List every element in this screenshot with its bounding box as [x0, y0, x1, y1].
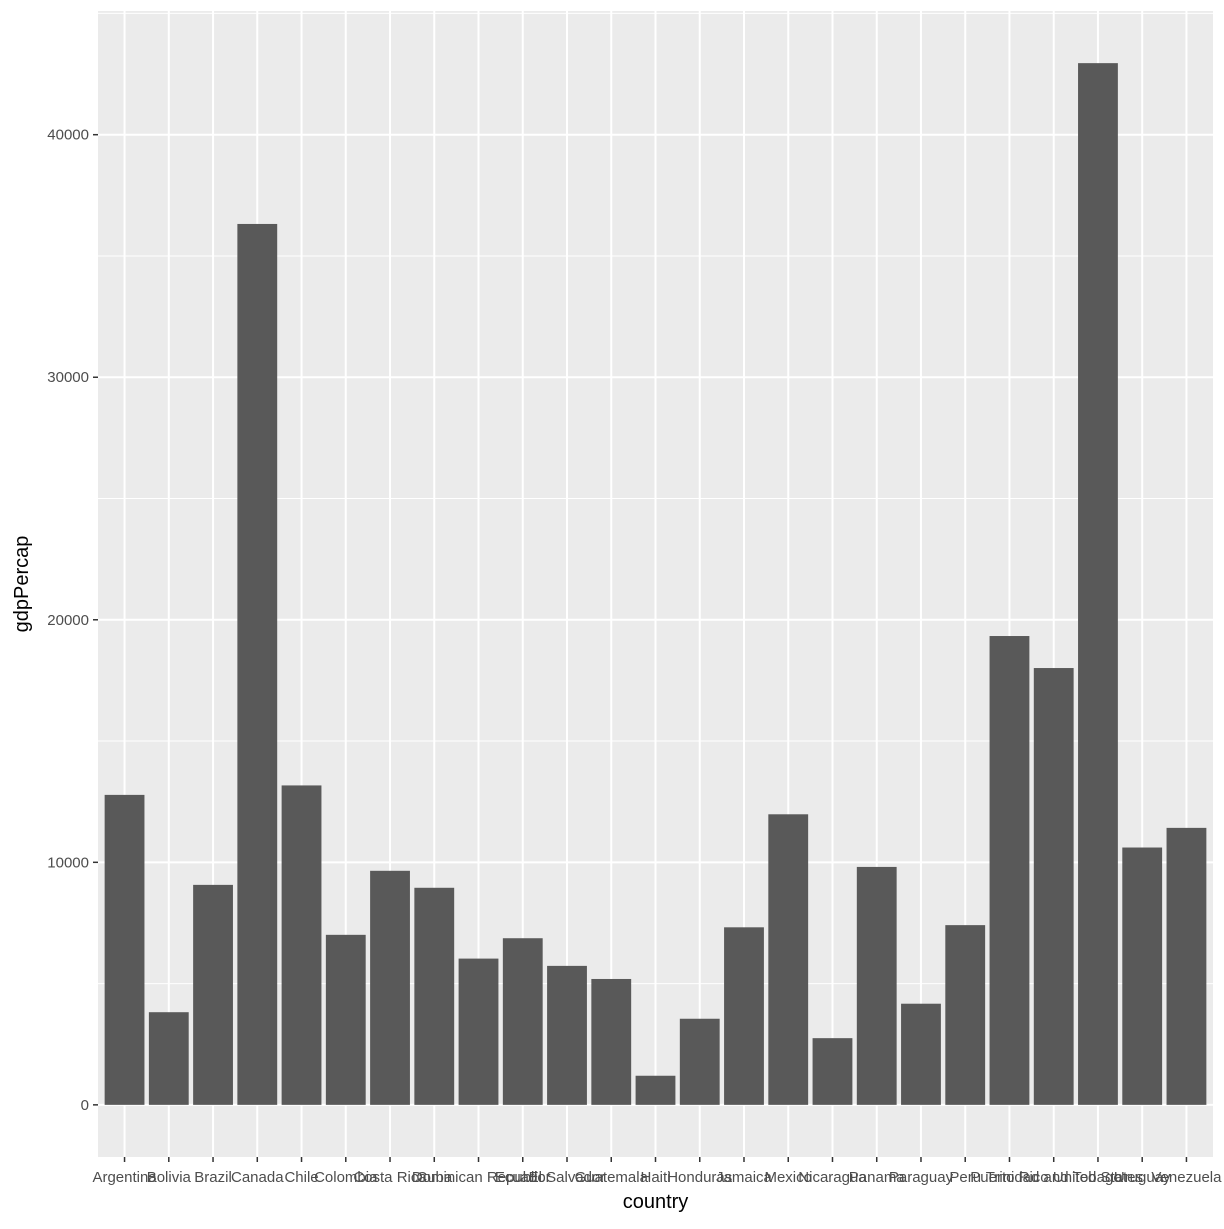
bar	[502, 938, 543, 1105]
bar	[1078, 63, 1118, 1105]
y-tick-label: 40000	[47, 127, 89, 144]
x-tick-label: Canada	[231, 1169, 284, 1186]
x-tick-label: Dominican Republic	[412, 1169, 546, 1186]
x-tick-label: Argentina	[92, 1169, 157, 1186]
y-axis-title: gdpPercap	[11, 536, 33, 633]
bar	[591, 978, 632, 1105]
bar	[458, 958, 499, 1105]
bar	[193, 884, 233, 1105]
bar	[768, 814, 809, 1105]
bar	[1122, 847, 1163, 1105]
bar	[414, 887, 455, 1105]
bar	[989, 636, 1030, 1105]
bar	[856, 866, 897, 1105]
x-tick-label: Honduras	[667, 1169, 732, 1186]
x-tick-label: Costa Rica	[353, 1169, 427, 1186]
bar	[237, 223, 278, 1105]
x-tick-label: Brazil	[194, 1169, 232, 1186]
x-tick-label: Uruguay	[1114, 1169, 1171, 1186]
y-axis: 0 10000 20000 30000 40000	[47, 127, 98, 1114]
x-tick-label: Chile	[284, 1169, 318, 1186]
y-tick-label: 30000	[47, 369, 89, 386]
y-tick-label: 20000	[47, 612, 89, 629]
x-tick-label: Peru	[949, 1169, 981, 1186]
x-tick-label: Jamaica	[716, 1169, 773, 1186]
y-tick-label: 10000	[47, 854, 89, 871]
x-tick-label: Haiti	[640, 1169, 670, 1186]
bar	[325, 934, 366, 1105]
x-tick-label: Cuba	[416, 1169, 453, 1186]
y-tick-label: 0	[81, 1097, 89, 1114]
bar	[547, 965, 587, 1105]
x-tick-label: Nicaragua	[798, 1169, 867, 1186]
bar	[370, 870, 410, 1105]
x-tick-label: Trinidad and Tobago	[986, 1169, 1122, 1186]
x-axis-title: country	[623, 1191, 689, 1213]
x-tick-label: Venezuela	[1151, 1169, 1222, 1186]
x-tick-label: United States	[1053, 1169, 1143, 1186]
x-tick-label: Colombia	[314, 1169, 378, 1186]
bar	[1033, 668, 1074, 1105]
x-tick-label: Paraguay	[889, 1169, 954, 1186]
bar	[104, 794, 145, 1105]
bar	[901, 1003, 941, 1105]
bar	[1166, 827, 1207, 1105]
bar	[812, 1038, 853, 1105]
bar	[945, 925, 986, 1105]
bar	[148, 1012, 189, 1105]
x-tick-label: Panama	[849, 1169, 906, 1186]
bars	[104, 63, 1207, 1105]
x-tick-label: Mexico	[764, 1169, 812, 1186]
bar	[281, 785, 322, 1105]
bar	[679, 1018, 720, 1105]
x-tick-label: Bolivia	[147, 1169, 192, 1186]
x-tick-label: El Salvador	[529, 1169, 606, 1186]
x-tick-label: Ecuador	[495, 1169, 551, 1186]
bar	[635, 1075, 676, 1105]
x-tick-label: Guatemala	[575, 1169, 649, 1186]
x-tick-label: Puerto Rico	[970, 1169, 1048, 1186]
bar	[724, 927, 764, 1105]
